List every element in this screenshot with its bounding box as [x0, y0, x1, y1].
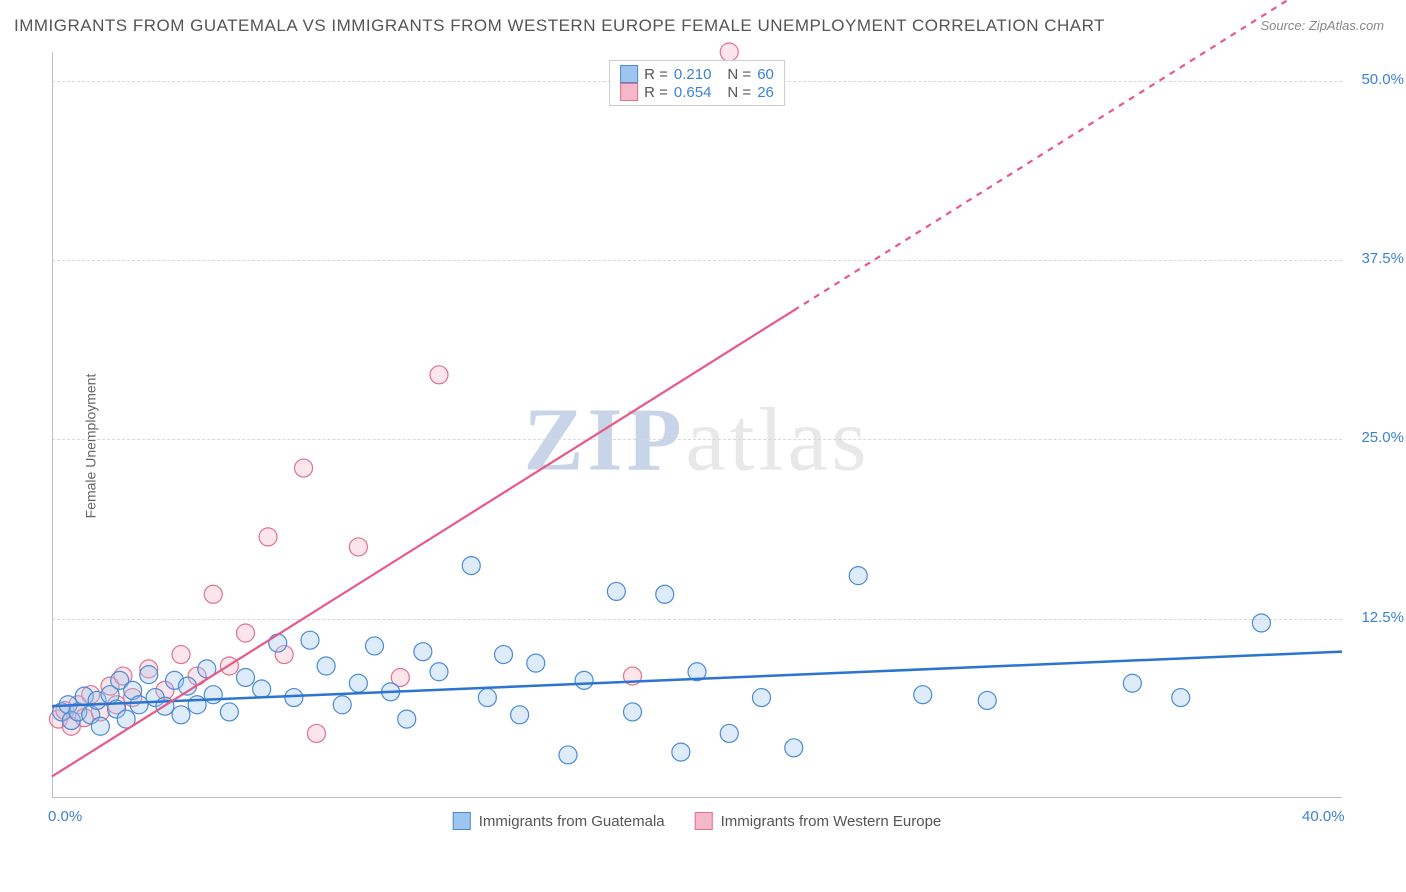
data-point — [624, 703, 642, 721]
data-point — [349, 674, 367, 692]
data-point — [301, 631, 319, 649]
legend-top-row-2: R = 0.654 N = 26 — [620, 83, 774, 101]
regression-line-dashed — [794, 0, 1342, 310]
y-tick-label: 25.0% — [1361, 429, 1404, 446]
data-point — [430, 663, 448, 681]
data-point — [720, 43, 738, 61]
data-point — [366, 637, 384, 655]
data-point — [607, 582, 625, 600]
y-tick-label: 37.5% — [1361, 250, 1404, 267]
legend-top: R = 0.210 N = 60 R = 0.654 N = 26 — [609, 60, 785, 106]
x-tick-label: 40.0% — [1302, 808, 1345, 825]
plot-area: ZIPatlas R = 0.210 N = 60 R = 0.654 N = … — [52, 52, 1342, 828]
legend-bottom: Immigrants from Guatemala Immigrants fro… — [453, 812, 942, 830]
data-point — [1123, 674, 1141, 692]
legend-top-row-1: R = 0.210 N = 60 — [620, 65, 774, 83]
data-point — [307, 724, 325, 742]
data-point — [333, 696, 351, 714]
data-point — [527, 654, 545, 672]
data-point — [204, 585, 222, 603]
data-point — [1252, 614, 1270, 632]
data-point — [914, 686, 932, 704]
y-tick-label: 50.0% — [1361, 71, 1404, 88]
legend-item-2: Immigrants from Western Europe — [695, 812, 942, 830]
data-point — [414, 643, 432, 661]
legend-swatch-4 — [695, 812, 713, 830]
data-point — [188, 696, 206, 714]
data-point — [753, 689, 771, 707]
legend-swatch-2 — [620, 83, 638, 101]
data-point — [559, 746, 577, 764]
data-point — [478, 689, 496, 707]
data-point — [253, 680, 271, 698]
data-point — [172, 646, 190, 664]
x-tick-label: 0.0% — [48, 808, 82, 825]
y-tick-label: 12.5% — [1361, 609, 1404, 626]
legend-item-1: Immigrants from Guatemala — [453, 812, 665, 830]
data-point — [220, 703, 238, 721]
source-label: Source: ZipAtlas.com — [1260, 18, 1384, 33]
regression-line — [52, 310, 794, 776]
data-point — [462, 557, 480, 575]
data-point — [172, 706, 190, 724]
data-point — [237, 668, 255, 686]
data-point — [511, 706, 529, 724]
legend-swatch-1 — [620, 65, 638, 83]
chart-container: IMMIGRANTS FROM GUATEMALA VS IMMIGRANTS … — [0, 0, 1406, 892]
data-point — [317, 657, 335, 675]
chart-svg — [52, 52, 1342, 828]
data-point — [130, 696, 148, 714]
data-point — [237, 624, 255, 642]
chart-title: IMMIGRANTS FROM GUATEMALA VS IMMIGRANTS … — [14, 16, 1105, 36]
data-point — [849, 567, 867, 585]
data-point — [398, 710, 416, 728]
legend-swatch-3 — [453, 812, 471, 830]
data-point — [978, 691, 996, 709]
data-point — [204, 686, 222, 704]
data-point — [91, 717, 109, 735]
data-point — [495, 646, 513, 664]
data-point — [269, 634, 287, 652]
data-point — [430, 366, 448, 384]
data-point — [785, 739, 803, 757]
data-point — [140, 666, 158, 684]
data-point — [656, 585, 674, 603]
data-point — [720, 724, 738, 742]
data-point — [349, 538, 367, 556]
data-point — [672, 743, 690, 761]
data-point — [285, 689, 303, 707]
data-point — [1172, 689, 1190, 707]
data-point — [575, 671, 593, 689]
data-point — [295, 459, 313, 477]
data-point — [259, 528, 277, 546]
